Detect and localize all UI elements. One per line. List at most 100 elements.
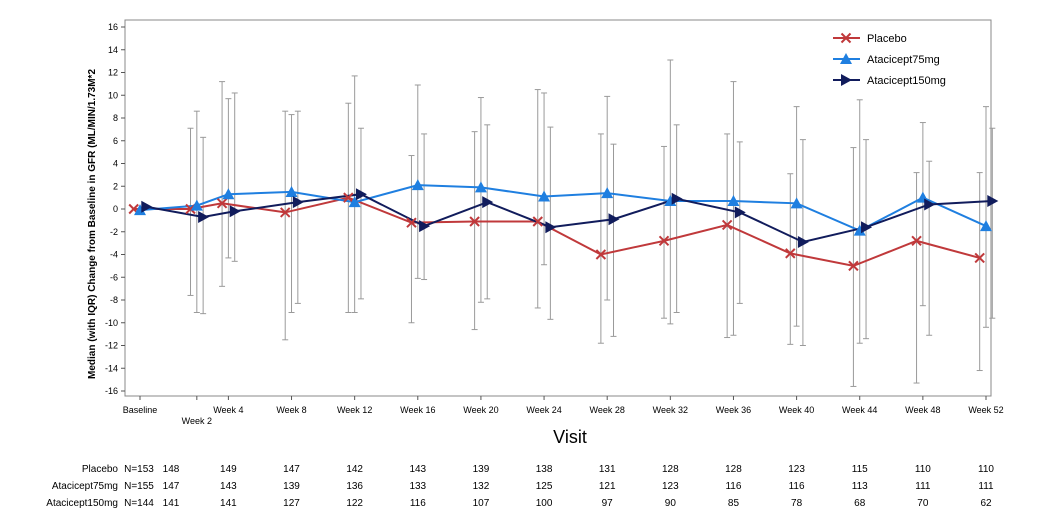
data-point (538, 190, 551, 202)
x-tick-label: Week 8 (276, 405, 306, 415)
n-table-cell: 62 (980, 498, 992, 509)
data-point (848, 260, 859, 272)
data-point (595, 249, 607, 260)
n-table-cell: 110 (978, 464, 994, 475)
n-table-cell: 149 (220, 464, 237, 475)
data-point (790, 197, 803, 209)
data-point (419, 220, 431, 233)
x-tick-label: Week 4 (213, 405, 243, 415)
n-table-cell: 110 (915, 464, 931, 475)
n-table-cell: 138 (536, 464, 553, 475)
x-tick-label: Week 32 (653, 405, 688, 415)
n-table-cell: 123 (662, 481, 679, 492)
legend-label: Placebo (867, 33, 907, 45)
n-table-cell: 121 (599, 481, 616, 492)
y-tick-label: 8 (113, 113, 118, 123)
data-point (974, 252, 985, 264)
n-table-cell: 111 (915, 481, 931, 492)
n-table-cell: 85 (728, 498, 740, 509)
x-tick-label: Week 24 (526, 405, 561, 415)
data-point (280, 207, 291, 218)
data-point (411, 179, 424, 191)
y-tick-label: -10 (105, 318, 118, 328)
n-table-cell: 116 (410, 498, 426, 509)
y-tick-label: -14 (105, 363, 118, 373)
n-table-cell: 116 (725, 481, 741, 492)
n-table-cell: 100 (536, 498, 553, 509)
n-table-cell: 97 (602, 498, 614, 509)
data-point (861, 221, 873, 234)
y-tick-label: 12 (108, 68, 118, 78)
data-point (545, 221, 557, 234)
x-tick-label: Week 36 (716, 405, 751, 415)
data-point (198, 210, 210, 223)
y-tick-label: 4 (113, 159, 118, 169)
n-table-cell: 78 (791, 498, 803, 509)
y-tick-label: 16 (108, 22, 118, 32)
n-table-cell: 147 (283, 464, 300, 475)
legend-marker (841, 74, 852, 86)
y-axis: 16 14 12 10 8 6 4 2 0 -2 -4 -6 -8 -10 -12 -14 -16 (105, 22, 125, 396)
legend-marker (840, 53, 852, 64)
n-table-row-label: Placebo (82, 464, 119, 475)
data-point (406, 217, 417, 228)
n-table-cell: 143 (409, 464, 426, 475)
n-table-cell: 70 (917, 498, 929, 509)
series-markers (128, 179, 999, 272)
y-tick-label: -2 (110, 227, 118, 237)
n-table-cell: 122 (346, 498, 363, 509)
legend-marker (840, 32, 852, 44)
y-tick-label: -12 (105, 341, 118, 351)
x-tick-label: Week 16 (400, 405, 435, 415)
data-point (134, 204, 146, 216)
n-at-risk-table: Placebo N=153 148 149 147 142 143 139 138 131 128 1… (46, 464, 994, 509)
data-point (532, 216, 543, 227)
n-table-row-label: Atacicept150mg (46, 498, 118, 509)
n-table-cell: 107 (473, 498, 490, 509)
n-table-cell: 125 (536, 481, 553, 492)
y-tick-label: 6 (113, 136, 118, 146)
n-table-cell: N=155 (124, 481, 154, 492)
n-table-cell: 139 (473, 464, 490, 475)
n-table-cell: 139 (283, 481, 300, 492)
y-tick-label: -16 (105, 386, 118, 396)
x-tick-label: Week 20 (463, 405, 498, 415)
x-tick-label: Week 28 (590, 405, 625, 415)
n-table-cell: N=153 (124, 464, 154, 475)
n-table-row-label: Atacicept75mg (52, 481, 118, 492)
y-tick-label: -4 (110, 250, 118, 260)
data-point (141, 200, 153, 213)
legend-label: Atacicept75mg (867, 54, 940, 66)
n-table-cell: 143 (220, 481, 237, 492)
data-point (229, 205, 241, 218)
n-table-cell: 141 (163, 498, 180, 509)
n-table-cell: 147 (163, 481, 180, 492)
legend: Placebo Atacicept75mg Atacicept150mg (833, 32, 946, 87)
data-point (355, 188, 367, 201)
x-axis-label: Visit (553, 427, 587, 447)
y-axis-label: Median (with IQR) Change from Baseline i… (87, 69, 98, 379)
x-tick-label: Baseline (123, 405, 158, 415)
data-point (658, 235, 670, 247)
data-point (343, 192, 354, 203)
n-table-cell: 113 (852, 481, 868, 492)
n-table-cell: N=144 (124, 498, 154, 509)
n-table-cell: 123 (788, 464, 805, 475)
data-point (980, 220, 992, 232)
data-point (474, 181, 487, 193)
y-tick-label: 14 (108, 45, 118, 55)
data-point (222, 188, 235, 200)
n-table-cell: 132 (473, 481, 490, 492)
n-table-cell: 111 (978, 481, 994, 492)
n-table-cell: 136 (346, 481, 363, 492)
error-bars (187, 59, 996, 387)
x-tick-label: Week 44 (842, 405, 877, 415)
x-tick-label: Week 48 (905, 405, 940, 415)
y-tick-label: 2 (113, 181, 118, 191)
data-point (285, 185, 298, 197)
data-point (727, 195, 740, 207)
data-point (853, 224, 866, 236)
n-table-cell: 90 (665, 498, 677, 509)
